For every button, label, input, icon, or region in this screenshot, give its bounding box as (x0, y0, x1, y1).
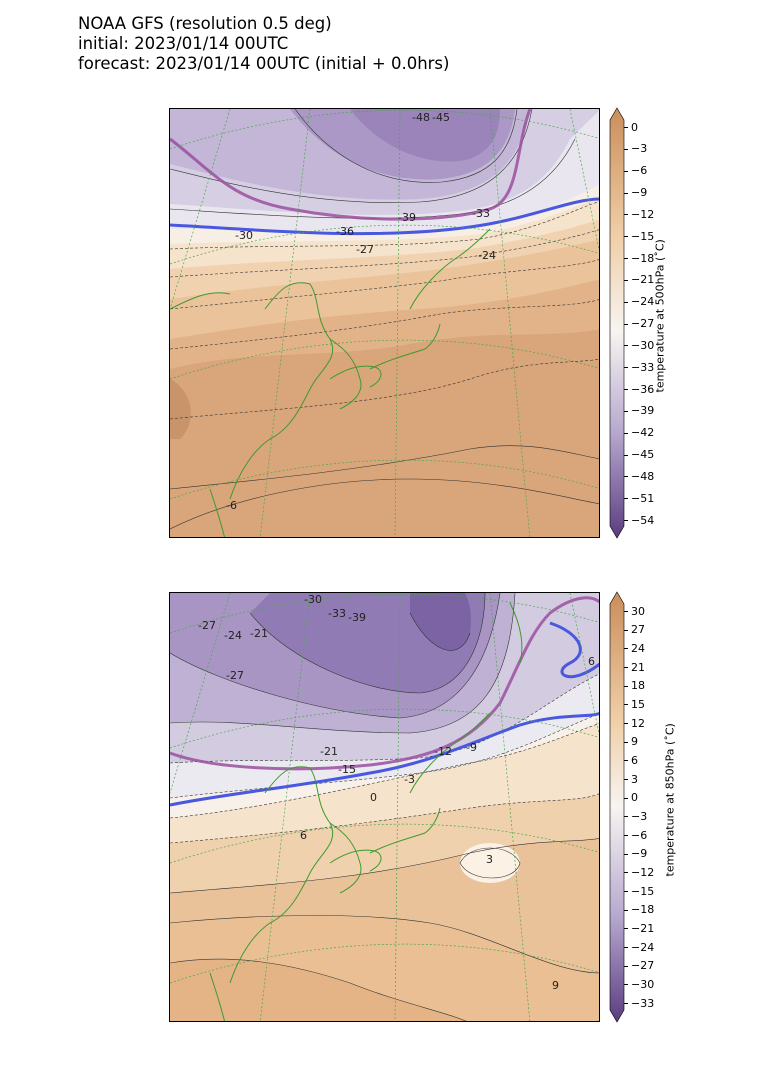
colorbar-tick-label: −45 (624, 449, 654, 460)
colorbar-tick-label: −54 (624, 515, 654, 526)
colorbar-tick-label: 24 (624, 643, 645, 654)
colorbar-tick-label: −15 (624, 231, 654, 242)
colorbar-tick-label: −6 (624, 830, 647, 841)
colorbar-tick-label: −27 (624, 318, 654, 329)
colorbar-tick-label: 30 (624, 606, 645, 617)
contour-label: -15 (338, 763, 356, 776)
map-panel-850hpa: -30 -33 -39 -27 -24 -21 -27 -21 -15 -12 … (169, 592, 600, 1022)
colorbar-tick-label: −12 (624, 209, 654, 220)
colorbar-tick-label: −15 (624, 886, 654, 897)
contour-label: -3 (404, 773, 415, 786)
contour-label: -36 (336, 225, 354, 238)
colorbar-tick-label: −6 (624, 165, 647, 176)
title-line-initial: initial: 2023/01/14 00UTC (78, 34, 289, 53)
colorbar-label-850hpa: temperature at 850hPa (˚C) (663, 723, 677, 877)
colorbar-gradient (609, 107, 625, 539)
map-500hpa: -48 -45 -39 -33 -36 -30 -27 -24 -6 (170, 109, 599, 537)
colorbar-tick-label: 12 (624, 718, 645, 729)
colorbar-tick-label: −9 (624, 848, 647, 859)
colorbar-tick-label: −18 (624, 253, 654, 264)
colorbar-tick-label: −24 (624, 942, 654, 953)
contour-label: -21 (250, 627, 268, 640)
colorbar-tick-label: −18 (624, 904, 654, 915)
colorbar-tick-label: −21 (624, 274, 654, 285)
map-850hpa: -30 -33 -39 -27 -24 -21 -27 -21 -15 -12 … (170, 593, 599, 1021)
colorbar-tick-label: −3 (624, 143, 647, 154)
title-line-model: NOAA GFS (resolution 0.5 deg) (78, 14, 332, 33)
colorbar-tick-label: −48 (624, 471, 654, 482)
colorbar-tick-label: 0 (624, 792, 638, 803)
contour-label: 6 (588, 655, 595, 668)
colorbar-tick-label: −12 (624, 867, 654, 878)
contour-label: -33 (472, 207, 490, 220)
colorbar-850hpa (609, 591, 625, 1023)
colorbar-tick-label: −36 (624, 384, 654, 395)
contour-label: -27 (226, 669, 244, 682)
contour-label: -30 (304, 593, 322, 606)
contour-label: -24 (478, 249, 496, 262)
colorbar-tick-label: −24 (624, 296, 654, 307)
colorbar-tick-label: 3 (624, 774, 638, 785)
contour-label: -21 (320, 745, 338, 758)
colorbar-gradient (609, 591, 625, 1023)
contour-label: -30 (235, 229, 253, 242)
contour-label: -27 (198, 619, 216, 632)
colorbar-tick-label: −51 (624, 493, 654, 504)
contour-label: 9 (552, 979, 559, 992)
contour-label: -39 (348, 611, 366, 624)
colorbar-tick-label: 21 (624, 662, 645, 673)
colorbar-tick-label: 15 (624, 699, 645, 710)
colorbar-tick-label: 0 (624, 122, 638, 133)
colorbar-tick-label: −30 (624, 979, 654, 990)
colorbar-tick-label: −27 (624, 960, 654, 971)
colorbar-tick-label: −33 (624, 998, 654, 1009)
contour-label: 3 (486, 853, 493, 866)
colorbar-tick-label: −39 (624, 405, 654, 416)
colorbar-label-500hpa: temperature at 500hPa (˚C) (653, 239, 667, 393)
colorbar-tick-label: 18 (624, 680, 645, 691)
contour-label: -24 (224, 629, 242, 642)
colorbar-tick-label: 6 (624, 755, 638, 766)
contour-label: -6 (226, 499, 237, 512)
colorbar-tick-label: −21 (624, 923, 654, 934)
title-line-forecast: forecast: 2023/01/14 00UTC (initial + 0.… (78, 54, 450, 73)
figure-title: NOAA GFS (resolution 0.5 deg) initial: 2… (78, 14, 449, 74)
colorbar-tick-label: −33 (624, 362, 654, 373)
colorbar-tick-label: −42 (624, 427, 654, 438)
colorbar-tick-label: −9 (624, 187, 647, 198)
contour-label: -9 (466, 741, 477, 754)
map-panel-500hpa: -48 -45 -39 -33 -36 -30 -27 -24 -6 (169, 108, 600, 538)
contour-label: -45 (432, 111, 450, 124)
colorbar-tick-label: 27 (624, 624, 645, 635)
contour-label: -27 (356, 243, 374, 256)
contour-label: -33 (328, 607, 346, 620)
contour-label: 0 (370, 791, 377, 804)
contour-label: -12 (434, 745, 452, 758)
colorbar-tick-label: 9 (624, 736, 638, 747)
colorbar-tick-label: −3 (624, 811, 647, 822)
contour-label: -48 (412, 111, 430, 124)
colorbar-500hpa (609, 107, 625, 539)
contour-label: -39 (398, 211, 416, 224)
contour-label: 6 (300, 829, 307, 842)
colorbar-tick-label: −30 (624, 340, 654, 351)
